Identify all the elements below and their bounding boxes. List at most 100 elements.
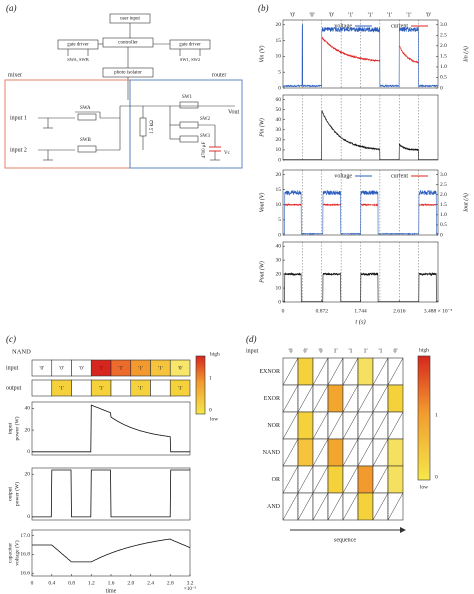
cell: [297, 357, 314, 386]
cell-diagonal: [372, 384, 389, 413]
cell: [387, 438, 404, 467]
cell-diagonal: [342, 411, 359, 440]
plot-frame: [31, 467, 191, 521]
panel-label: (d): [246, 334, 257, 344]
y-tick-label: 20: [276, 22, 282, 28]
y-tick-label: 30: [276, 257, 282, 263]
y2-tick-label: 0.5: [440, 222, 447, 228]
label: 4700 μF: [202, 141, 207, 158]
switch: [179, 101, 199, 109]
y-tick-label: 0: [278, 299, 281, 305]
y-tick-label: 10: [276, 202, 282, 208]
switch: [179, 121, 199, 129]
y-tick-label: 0: [278, 85, 281, 91]
x-axis-label: t (s): [355, 318, 365, 325]
legend-label: voltage: [334, 23, 352, 29]
y-tick-label: 0: [27, 449, 30, 455]
label: gate driver: [67, 43, 89, 48]
cell-diagonal: [327, 492, 344, 521]
row-label: EXOR: [264, 396, 280, 402]
cell-diagonal: [342, 384, 359, 413]
trace: [321, 36, 380, 63]
y-tick-label: 0: [278, 232, 281, 238]
cell-diagonal: [387, 411, 404, 440]
y-axis-label: Vout (V): [258, 193, 265, 213]
label: Vc: [224, 151, 231, 156]
x-tick-label: 0.4: [48, 580, 55, 586]
cell-diagonal: [327, 411, 344, 440]
label: '1': [178, 385, 183, 391]
input-label: '0: [318, 348, 322, 354]
output-cell: [150, 379, 171, 397]
label: '0': [59, 365, 64, 371]
box: [169, 39, 211, 50]
plot-frame: [31, 401, 191, 456]
panel-label: (a): [6, 3, 17, 13]
y-tick-label: 17.0: [20, 533, 30, 539]
label: input 2: [10, 147, 27, 153]
y2-axis-label: Iout (A): [462, 193, 469, 213]
cell-diagonal: [297, 492, 314, 521]
label: SW2: [200, 117, 211, 122]
y2-tick-label: 3.0: [440, 172, 447, 178]
y2-tick-label: 1.5: [440, 54, 447, 60]
y-tick-label: 16.8: [20, 552, 30, 558]
input-cell: [169, 359, 191, 377]
cell-diagonal: [357, 384, 374, 413]
y-axis-label: voltage (V): [13, 540, 20, 565]
trace: [322, 203, 341, 207]
bit-label: '1': [348, 12, 353, 18]
panel-label: (c): [6, 334, 16, 344]
label: input 1: [10, 115, 27, 121]
x-tick-label: 2.0: [127, 580, 134, 586]
y-tick-label: 40: [276, 243, 282, 249]
label: low: [420, 484, 428, 490]
y-tick-label: 20: [276, 271, 282, 277]
x-tick-label: 2.8: [167, 580, 174, 586]
y-tick-label: 40: [25, 406, 31, 412]
y-tick-label: 16.6: [20, 571, 30, 577]
trace: [32, 538, 191, 563]
trace: [399, 45, 419, 64]
y-tick-label: 10: [276, 285, 282, 291]
x-tick-label: 1.2: [88, 580, 95, 586]
trace: [282, 189, 438, 236]
label: '1': [138, 365, 143, 371]
input-label: '1: [348, 348, 352, 354]
output-cell: [169, 379, 191, 397]
y-axis-label: power (W): [13, 482, 20, 506]
y2-tick-label: 1.0: [440, 212, 447, 218]
y-tick-label: 10: [276, 147, 282, 153]
label: 1.5 kΩ: [150, 120, 155, 134]
label: SWB: [80, 138, 92, 143]
input-label: 0': [393, 348, 397, 354]
legend-label: current: [391, 23, 408, 29]
y2-tick-label: 2.5: [440, 33, 447, 39]
y-tick-label: 20: [276, 137, 282, 143]
switch: [179, 135, 199, 143]
label: 1: [209, 375, 212, 381]
y-axis-label: output: [7, 487, 13, 502]
y2-tick-label: 0: [440, 232, 443, 238]
label: '1': [158, 365, 163, 371]
label: SWA, SWB: [67, 57, 89, 63]
y2-tick-label: 1.5: [440, 202, 447, 208]
label: '0': [40, 365, 45, 371]
cell: [327, 438, 344, 467]
cell-diagonal: [312, 465, 329, 494]
x-tick-label: 0: [282, 308, 285, 314]
cell: [327, 384, 344, 413]
label: 0: [435, 474, 438, 480]
title: NAND: [12, 348, 31, 355]
bit-label: '0': [290, 12, 295, 18]
y-tick-label: 20: [25, 427, 31, 433]
y-axis-label: input: [7, 422, 13, 434]
panel-label: (b): [258, 3, 269, 13]
x-tick-label: 0.8: [68, 580, 75, 586]
x-tick-label: 3.488 × 10⁻³: [424, 308, 453, 314]
bit-label: '1': [406, 12, 411, 18]
cell-diagonal: [312, 357, 329, 386]
label: input: [246, 348, 259, 354]
row-label: AND: [267, 504, 281, 510]
